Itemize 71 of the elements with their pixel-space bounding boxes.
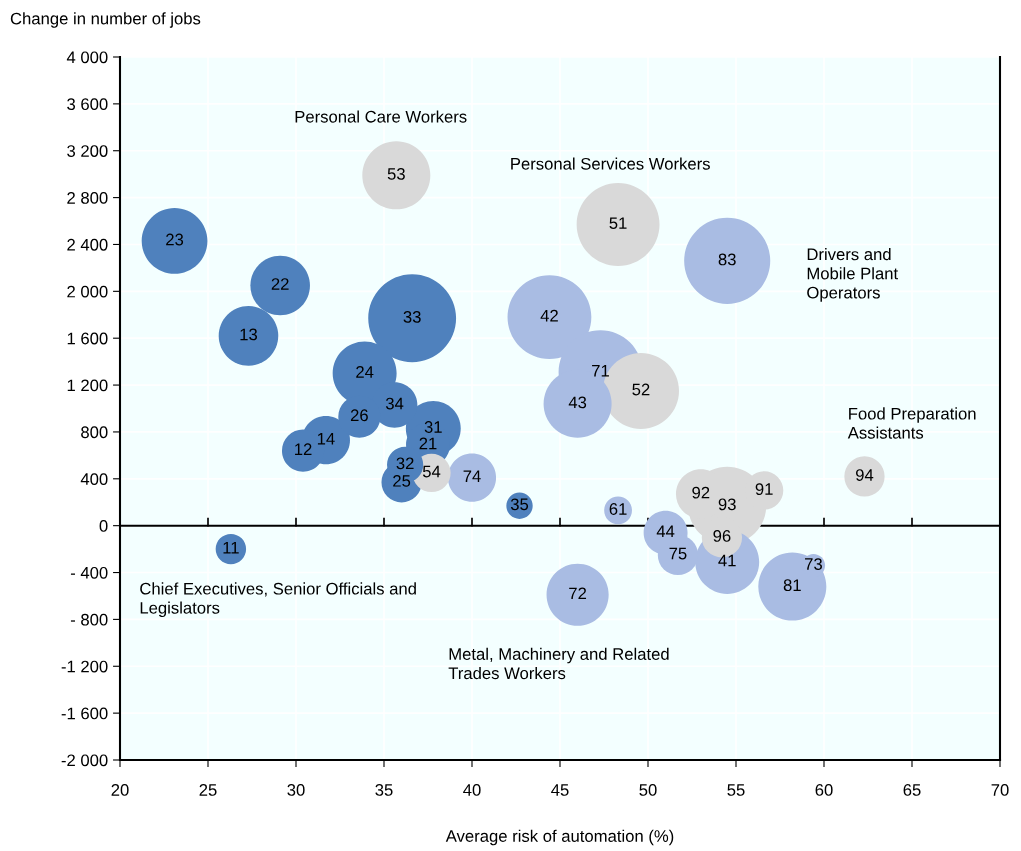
annotation: 26 (350, 409, 368, 422)
annotation: 93 (718, 498, 736, 511)
annotation: 21 (419, 437, 437, 450)
y-tick-label: 3 200 (67, 145, 108, 157)
annotation: 11 (223, 541, 239, 554)
annotation: Personal Care Workers (295, 110, 467, 123)
annotation: 72 (569, 587, 587, 600)
y-tick-label: -1 600 (61, 707, 108, 720)
y-tick-label: 4 000 (66, 51, 108, 64)
annotation: Chief Executives, Senior Officials and Legislators (140, 582, 416, 618)
x-tick-label: 70 (991, 784, 1009, 796)
y-tick-label: - 400 (70, 566, 108, 579)
annotation: Drivers and Mobile Plant Operators (807, 248, 898, 302)
annotation: 42 (540, 309, 558, 322)
y-tick-label: 2 800 (67, 192, 108, 204)
annotation: 61 (609, 503, 627, 515)
x-tick-label: 35 (375, 784, 393, 796)
annotation: 91 (755, 483, 773, 495)
annotation: 81 (783, 579, 801, 592)
annotation: 83 (718, 253, 736, 266)
y-tick-label: 0 (99, 520, 108, 532)
x-tick-label: 65 (903, 784, 921, 796)
annotation: 74 (463, 470, 481, 482)
annotation: 25 (393, 474, 411, 487)
annotation: 71 (592, 365, 609, 377)
annotation: 23 (166, 233, 184, 246)
annotation: Metal, Machinery and Related Trades Workers (448, 647, 669, 680)
annotation: 51 (609, 217, 627, 230)
x-tick-label: 55 (727, 784, 745, 796)
annotation: 43 (568, 396, 587, 409)
annotation: 24 (356, 366, 374, 378)
y-tick-label: 400 (80, 473, 108, 485)
annotation: 73 (805, 558, 822, 570)
annotation: Personal Services Workers (511, 157, 710, 170)
annotation: Food Preparation Assistants (847, 407, 976, 439)
y-tick-label: 2 400 (67, 238, 108, 251)
annotation: 41 (718, 554, 736, 567)
x-tick-label: 30 (287, 784, 305, 796)
annotation: 22 (271, 278, 289, 290)
annotation: 32 (396, 457, 414, 470)
y-tick-label: 800 (81, 426, 108, 439)
annotation: 44 (656, 525, 675, 538)
x-tick-label: 60 (815, 784, 833, 796)
annotation: 52 (632, 383, 650, 396)
y-tick-label: 1 200 (67, 379, 108, 392)
x-tick-label: 20 (111, 784, 129, 796)
x-axis-title: Average risk of automation (%) (445, 829, 674, 846)
y-tick-label: -2 000 (61, 754, 108, 767)
x-tick-label: 25 (199, 784, 217, 796)
annotation: 53 (387, 168, 405, 180)
annotation: 92 (692, 486, 710, 499)
x-tick-label: 50 (639, 784, 657, 796)
annotation: 33 (403, 310, 421, 323)
y-tick-label: -1 200 (61, 660, 108, 673)
annotation: 94 (855, 469, 874, 481)
annotation: 14 (317, 432, 335, 445)
annotation: 31 (424, 421, 442, 433)
annotation: 13 (240, 328, 258, 341)
y-tick-label: 1 600 (67, 332, 108, 345)
annotation: 54 (422, 465, 441, 478)
x-tick-label: 45 (551, 784, 569, 796)
annotation: 96 (713, 530, 731, 542)
annotation: 12 (295, 443, 312, 455)
y-axis-title: Change in number of jobs (10, 12, 201, 28)
y-tick-label: 2 000 (67, 285, 108, 298)
x-tick-label: 40 (463, 784, 481, 796)
annotation: 75 (669, 547, 687, 560)
y-tick-label: - 800 (70, 613, 108, 626)
y-tick-label: 3 600 (67, 98, 108, 111)
annotation: 35 (510, 498, 529, 511)
annotation: 34 (385, 397, 404, 410)
